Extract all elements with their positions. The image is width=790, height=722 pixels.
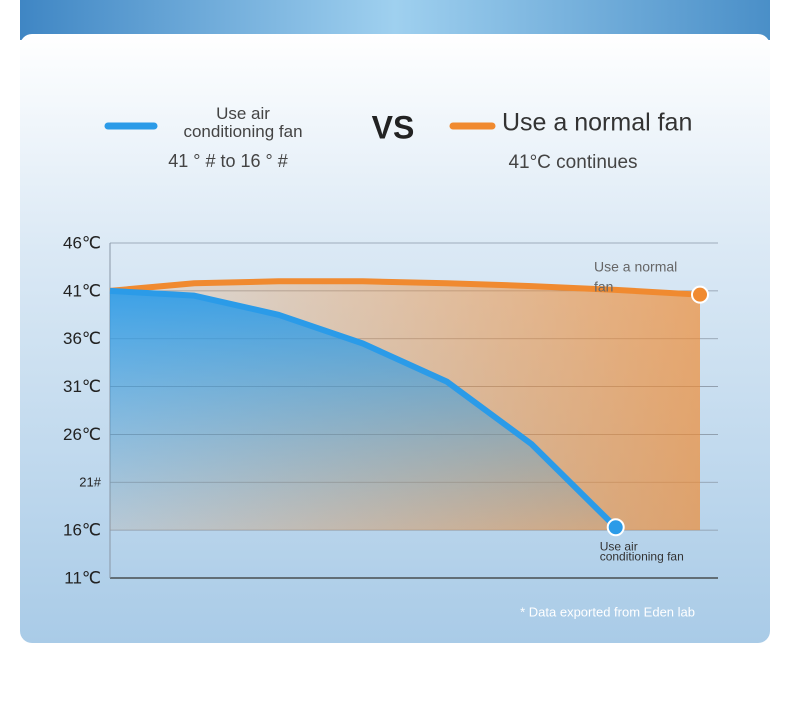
legend-label: Use air conditioning fan — [183, 104, 302, 141]
end-point — [606, 518, 625, 537]
y-tick-label: 16℃ — [63, 521, 101, 540]
area — [110, 290, 616, 531]
banner — [20, 0, 770, 40]
y-tick-label: 21# — [79, 475, 101, 490]
line — [109, 278, 701, 298]
vs: VS — [372, 109, 415, 145]
line — [109, 287, 618, 530]
end-label: Use air conditioning fan — [600, 539, 684, 563]
y-tick-label: 41℃ — [63, 281, 101, 300]
footnote: * Data exported from Eden lab — [520, 604, 695, 619]
y-tick-label: 11℃ — [64, 568, 101, 587]
end-point — [691, 285, 709, 304]
end-label: Use a normal fan — [594, 258, 677, 294]
y-tick-label: 36℃ — [63, 329, 101, 348]
legend-label: Use a normal fan — [502, 109, 692, 137]
legend-note: 41 ° # to 16 ° # — [168, 151, 287, 171]
y-tick-label: 46℃ — [63, 233, 101, 252]
legend-note: 41°C continues — [508, 152, 637, 173]
y-tick-label: 31℃ — [63, 377, 101, 396]
y-tick-label: 26℃ — [63, 425, 101, 444]
